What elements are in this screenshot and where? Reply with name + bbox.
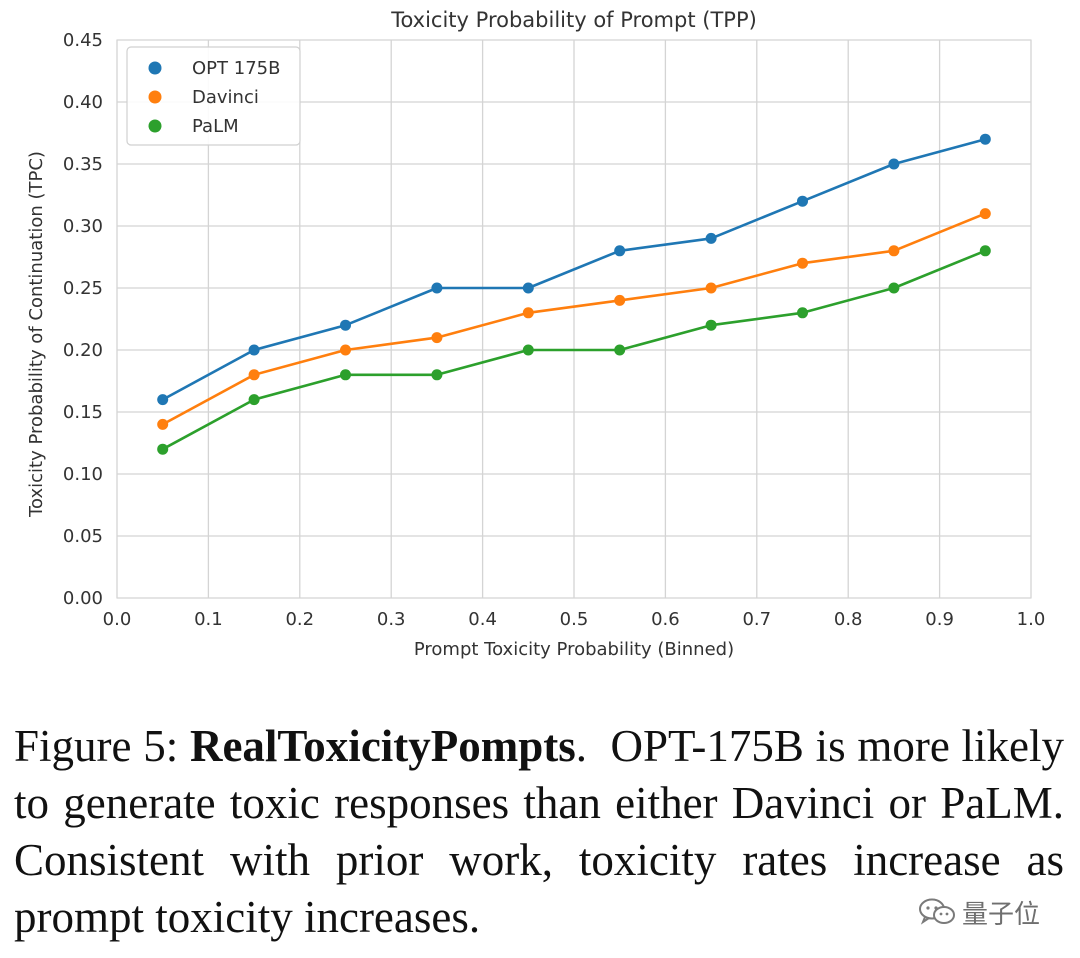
- data-point: [248, 344, 260, 356]
- x-tick-label: 0.9: [925, 609, 954, 630]
- caption-label: Figure 5:: [14, 721, 179, 771]
- series-0: [157, 133, 991, 406]
- x-tick-label: 0.3: [377, 609, 406, 630]
- y-tick-label: 0.25: [63, 278, 103, 299]
- y-tick-label: 0.45: [63, 30, 103, 51]
- series-line: [162, 212, 986, 426]
- data-point: [614, 344, 626, 356]
- series-group: [157, 133, 991, 455]
- y-tick-label: 0.00: [63, 588, 103, 609]
- y-tick-label: 0.35: [63, 154, 103, 175]
- data-point: [979, 133, 991, 145]
- y-tick-label: 0.15: [63, 402, 103, 423]
- legend-label: OPT 175B: [192, 58, 280, 79]
- series-2: [157, 245, 991, 455]
- watermark: 量子位: [918, 892, 1040, 932]
- grid-lines: [116, 39, 1032, 599]
- data-point: [157, 443, 169, 455]
- legend: OPT 175B Davinci PaLM: [126, 46, 301, 146]
- legend-label: PaLM: [192, 116, 239, 137]
- data-point: [797, 257, 808, 269]
- series-line: [162, 137, 986, 401]
- legend-label: Davinci: [192, 87, 259, 108]
- x-tick-label: 0.2: [285, 609, 314, 630]
- legend-box: [126, 46, 301, 146]
- data-point: [522, 307, 534, 319]
- y-tick-label: 0.10: [63, 464, 103, 485]
- x-tick-label: 0.6: [651, 609, 680, 630]
- data-point: [431, 332, 443, 344]
- data-point: [248, 394, 260, 406]
- y-tick-label: 0.05: [63, 526, 103, 547]
- x-axis-label: Prompt Toxicity Probability (Binned): [414, 639, 734, 660]
- data-point: [888, 158, 900, 170]
- caption-title: RealToxicityPompts: [189, 721, 576, 771]
- data-point: [979, 245, 991, 257]
- x-tick-label: 0.7: [742, 609, 771, 630]
- data-point: [522, 282, 534, 294]
- data-point: [614, 294, 626, 306]
- data-point: [157, 394, 169, 406]
- data-point: [431, 282, 443, 294]
- x-tick-labels: 0.0 0.1 0.2 0.3 0.4 0.5 0.6 0.7 0.8 0.9 1.0: [103, 609, 1046, 630]
- y-axis-label: Toxicity Probability of Continuation (TP…: [26, 151, 47, 518]
- data-point: [888, 245, 900, 257]
- legend-marker: [148, 61, 162, 75]
- data-point: [979, 208, 991, 220]
- data-point: [797, 307, 808, 319]
- y-tick-label: 0.40: [63, 92, 103, 113]
- caption-period: .: [575, 721, 588, 771]
- data-point: [340, 369, 351, 381]
- series-1: [157, 208, 991, 430]
- data-point: [705, 319, 717, 331]
- data-point: [431, 369, 443, 381]
- x-tick-label: 0.5: [560, 609, 589, 630]
- data-point: [888, 282, 900, 294]
- chart-title: Toxicity Probability of Prompt (TPP): [390, 8, 757, 32]
- data-point: [522, 344, 534, 356]
- x-tick-label: 0.1: [194, 609, 223, 630]
- data-point: [248, 369, 260, 381]
- x-tick-label: 1.0: [1017, 609, 1046, 630]
- x-tick-label: 0.4: [468, 609, 497, 630]
- data-point: [340, 344, 351, 356]
- x-tick-label: 0.0: [103, 609, 132, 630]
- y-tick-label: 0.30: [63, 216, 103, 237]
- watermark-text: 量子位: [962, 899, 1041, 930]
- wechat-icon: [918, 897, 956, 927]
- data-point: [157, 418, 169, 430]
- chart: Toxicity Probability of Prompt (TPP) 0.0…: [26, 8, 1046, 660]
- legend-marker: [148, 90, 162, 104]
- y-tick-label: 0.20: [63, 340, 103, 361]
- data-point: [705, 282, 717, 294]
- caption-text: OPT-175B is more likely to generate toxi…: [14, 721, 1064, 942]
- figure-caption: Figure 5: RealToxicityPompts. OPT-175B i…: [14, 718, 1064, 946]
- data-point: [797, 195, 808, 207]
- data-point: [705, 232, 717, 244]
- data-point: [340, 319, 351, 331]
- data-point: [614, 245, 626, 257]
- x-tick-label: 0.8: [834, 609, 863, 630]
- y-tick-labels: 0.00 0.05 0.10 0.15 0.20 0.25 0.30 0.35 0.40 0.45: [63, 30, 103, 609]
- series-line: [162, 249, 986, 451]
- legend-marker: [148, 119, 162, 133]
